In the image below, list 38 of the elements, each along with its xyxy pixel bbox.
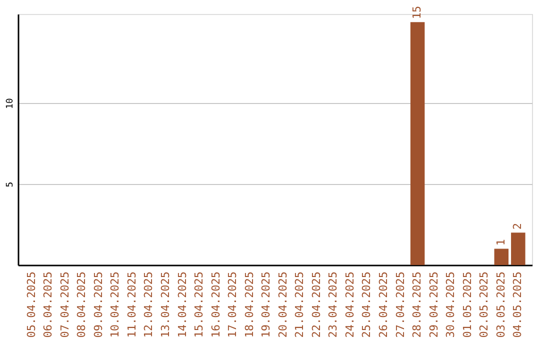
x-tick-label: 08.04.2025 — [75, 272, 88, 338]
bar — [511, 232, 526, 265]
x-tick-label: 02.05.2025 — [478, 272, 491, 338]
x-tick-label: 11.04.2025 — [125, 272, 138, 338]
x-tick-label: 07.04.2025 — [58, 272, 72, 338]
data-label: 2 — [511, 222, 524, 230]
x-tick-label: 03.05.2025 — [494, 272, 508, 338]
x-tick-label: 09.04.2025 — [92, 272, 105, 338]
x-tick-label: 17.04.2025 — [226, 272, 240, 338]
x-tick-label: 13.04.2025 — [158, 272, 172, 338]
x-tick-label: 20.04.2025 — [276, 272, 290, 338]
x-tick-label: 15.04.2025 — [192, 272, 206, 338]
x-tick-label: 29.04.2025 — [427, 272, 440, 338]
x-tick-label: 24.04.2025 — [343, 272, 356, 338]
x-tick-label: 14.04.2025 — [176, 272, 189, 338]
x-tick-label: 06.04.2025 — [42, 272, 55, 338]
data-label: 15 — [410, 6, 424, 20]
x-tick-label: 16.04.2025 — [209, 272, 222, 338]
x-tick-label: 19.04.2025 — [260, 272, 273, 338]
x-tick-label: 25.04.2025 — [360, 272, 374, 338]
y-tick-label: 10 — [6, 98, 16, 109]
y-tick-label: 5 — [6, 182, 16, 188]
x-tick-label: 26.04.2025 — [377, 272, 390, 338]
x-tick-label: 05.04.2025 — [24, 272, 38, 338]
x-tick-label: 23.04.2025 — [326, 272, 340, 338]
bar — [494, 248, 509, 265]
data-label: 1 — [494, 239, 508, 246]
x-tick-label: 01.05.2025 — [460, 272, 474, 338]
x-tick-label: 18.04.2025 — [242, 272, 256, 338]
x-tick-label: 30.04.2025 — [444, 272, 458, 338]
x-tick-label: 10.04.2025 — [108, 272, 122, 338]
x-tick-label: 21.04.2025 — [293, 272, 306, 338]
x-tick-label: 12.04.2025 — [142, 272, 156, 338]
bar — [410, 22, 425, 265]
x-tick-label: 22.04.2025 — [310, 272, 323, 338]
x-tick-label: 27.04.2025 — [394, 272, 407, 338]
x-tick-label: 04.05.2025 — [511, 272, 524, 338]
x-tick-label: 28.04.2025 — [410, 272, 424, 338]
